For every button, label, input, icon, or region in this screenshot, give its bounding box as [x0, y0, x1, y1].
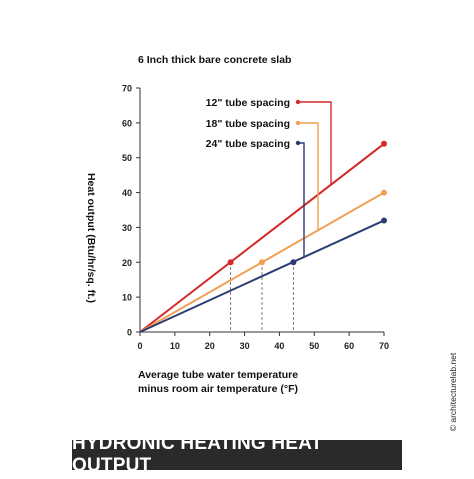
x-tick-label: 50: [309, 341, 319, 351]
y-tick-label: 60: [122, 118, 132, 128]
legend-dot: [295, 140, 301, 146]
series-end-point: [381, 189, 387, 196]
series-marker-point: [227, 259, 234, 266]
y-axis-label: Heat output (Btu/hr/sq. ft.): [85, 173, 97, 303]
x-tick-label: 20: [205, 341, 215, 351]
legend-leader-line: [298, 122, 319, 231]
y-tick-label: 70: [122, 84, 132, 94]
x-tick-label: 0: [137, 341, 142, 351]
chart-title-banner: HYDRONIC HEATING HEAT OUTPUT: [72, 433, 402, 476]
series-line: [139, 142, 385, 333]
x-tick-label: 60: [344, 341, 354, 351]
x-tick-label: 70: [379, 341, 389, 351]
legend-label: 18" tube spacing: [206, 118, 290, 130]
y-tick-label: 10: [122, 293, 132, 303]
legend-label: 24" tube spacing: [206, 138, 290, 150]
x-tick-label: 10: [170, 341, 180, 351]
x-axis-label-line2: minus room air temperature (°F): [138, 383, 298, 395]
series-marker-point: [290, 259, 297, 266]
series-marker-point: [259, 259, 265, 266]
x-tick-label: 30: [240, 341, 250, 351]
series-line: [139, 219, 385, 333]
legend-dot: [295, 99, 301, 105]
x-axis-label-line1: Average tube water temperature: [138, 369, 298, 381]
legend-label: 12" tube spacing: [206, 97, 290, 109]
y-tick-label: 20: [122, 258, 132, 268]
legend-leader-line: [298, 101, 332, 185]
y-tick-label: 30: [122, 223, 132, 233]
credit-text: © architecturelab.net: [448, 352, 458, 431]
series-end-point: [381, 140, 387, 147]
x-tick-label: 40: [274, 341, 284, 351]
chart-subtitle: 6 Inch thick bare concrete slab: [138, 54, 291, 66]
y-tick-label: 0: [127, 328, 132, 338]
y-tick-label: 50: [122, 153, 132, 163]
y-tick-label: 40: [122, 188, 132, 198]
legend-dot: [295, 120, 301, 126]
series-end-point: [381, 217, 387, 224]
